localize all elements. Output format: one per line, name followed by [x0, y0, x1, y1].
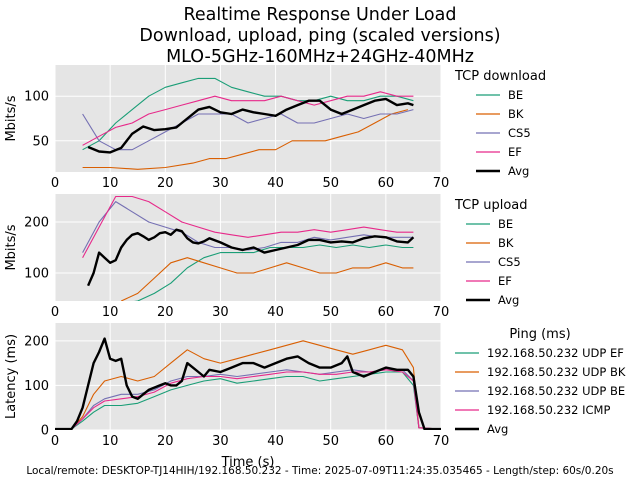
- series-line-1: [120, 257, 414, 301]
- upload-panel: 0 10 20 30 40 50 60 70 100 200 Mbits/s TCP upload BE…: [4, 194, 528, 320]
- series-line-2: [82, 109, 414, 151]
- legend-entry-label: BE: [508, 88, 523, 102]
- title-line-2: Download, upload, ping (scaled versions): [139, 26, 500, 46]
- series-line-3: [55, 369, 441, 430]
- legend-entry-label: 192.168.50.232 UDP EF: [487, 346, 624, 360]
- legend-entry-label: Avg: [498, 293, 519, 307]
- x-tick-label: 70: [433, 176, 450, 191]
- x-tick-label: 40: [267, 176, 284, 191]
- legend: TCP download BE BK CS5 EF Avg: [454, 69, 546, 178]
- legend-entry-label: CS5: [508, 126, 531, 140]
- legend-entry-label: 192.168.50.232 ICMP: [487, 403, 610, 417]
- x-tick-label: 40: [267, 434, 284, 449]
- series-line-1: [82, 109, 409, 170]
- title-line-1: Realtime Response Under Load: [184, 5, 457, 25]
- x-tick-label: 20: [157, 305, 174, 320]
- x-tick-label: 0: [51, 305, 59, 320]
- legend-entry-label: Avg: [487, 422, 508, 436]
- series-group: [55, 337, 441, 430]
- y-tick-label: 100: [24, 90, 49, 105]
- legend-entry-label: 192.168.50.232 UDP BE: [487, 384, 625, 398]
- legend-title: Ping (ms): [509, 327, 570, 342]
- series-group: [82, 195, 415, 301]
- series-group: [82, 77, 414, 170]
- series-line-4: [86, 228, 415, 287]
- legend-title: TCP download: [454, 69, 546, 84]
- x-tick-label: 20: [157, 434, 174, 449]
- y-tick-label: 100: [24, 266, 49, 281]
- legend-entry-label: Avg: [508, 164, 529, 178]
- x-tick-label: 30: [212, 176, 229, 191]
- series-line-1: [55, 340, 441, 430]
- x-tick-label: 50: [322, 434, 339, 449]
- footer-text: Local/remote: DESKTOP-TJ14HIH/192.168.50…: [26, 465, 613, 477]
- x-axis-label: Time (s): [221, 455, 275, 470]
- series-line-0: [55, 371, 441, 430]
- legend: Ping (ms) 192.168.50.232 UDP EF 192.168.50…: [455, 327, 626, 436]
- y-axis-label: Mbits/s: [4, 95, 19, 141]
- y-tick-label: 200: [24, 334, 49, 349]
- download-panel: 0 10 20 30 40 50 60 70 50 100 Mbits/s TCP download B…: [4, 65, 546, 191]
- legend-entry-label: CS5: [498, 255, 521, 269]
- plot-area: [55, 65, 441, 172]
- plot-area: [55, 194, 441, 301]
- series-line-2: [82, 201, 414, 253]
- y-tick-label: 50: [32, 134, 49, 149]
- legend: TCP upload BE BK CS5 EF Avg: [454, 198, 528, 307]
- series-line-4: [55, 337, 441, 430]
- series-line-3: [82, 91, 414, 146]
- x-tick-label: 60: [378, 434, 395, 449]
- x-tick-label: 40: [267, 305, 284, 320]
- x-tick-label: 70: [433, 305, 450, 320]
- y-tick-label: 200: [24, 216, 49, 231]
- x-tick-label: 30: [212, 305, 229, 320]
- x-tick-label: 20: [157, 176, 174, 191]
- x-tick-label: 70: [433, 434, 450, 449]
- legend-entry-label: EF: [498, 274, 512, 288]
- legend-entry-label: BK: [508, 107, 524, 121]
- x-tick-label: 30: [212, 434, 229, 449]
- ping-panel: 0 10 20 30 40 50 60 70 0 100 200 Latency (ms) Time (…: [4, 323, 626, 470]
- title-line-3: MLO-5GHz-160MHz+24GHz-40MHz: [166, 47, 474, 67]
- y-tick-label: 0: [41, 424, 49, 439]
- x-tick-label: 10: [102, 176, 119, 191]
- y-axis-label: Mbits/s: [4, 224, 19, 270]
- x-tick-label: 60: [378, 305, 395, 320]
- series-line-0: [82, 77, 414, 151]
- x-tick-label: 0: [51, 176, 59, 191]
- series-line-3: [82, 195, 414, 258]
- legend-entry-label: BE: [498, 217, 513, 231]
- x-tick-label: 50: [322, 176, 339, 191]
- legend-title: TCP upload: [454, 198, 528, 213]
- x-tick-label: 50: [322, 305, 339, 320]
- legend-entry-label: BK: [498, 236, 514, 250]
- series-line-0: [134, 244, 414, 301]
- x-tick-label: 0: [51, 434, 59, 449]
- x-tick-label: 10: [102, 434, 119, 449]
- x-tick-label: 10: [102, 305, 119, 320]
- series-line-4: [87, 97, 414, 154]
- x-tick-label: 60: [378, 176, 395, 191]
- y-tick-label: 100: [24, 379, 49, 394]
- legend-entry-label: EF: [508, 145, 522, 159]
- plot-area: [55, 323, 441, 430]
- figure-title: Realtime Response Under Load Download, u…: [139, 5, 500, 67]
- legend-entry-label: 192.168.50.232 UDP BK: [487, 365, 626, 379]
- y-axis-label: Latency (ms): [4, 334, 19, 419]
